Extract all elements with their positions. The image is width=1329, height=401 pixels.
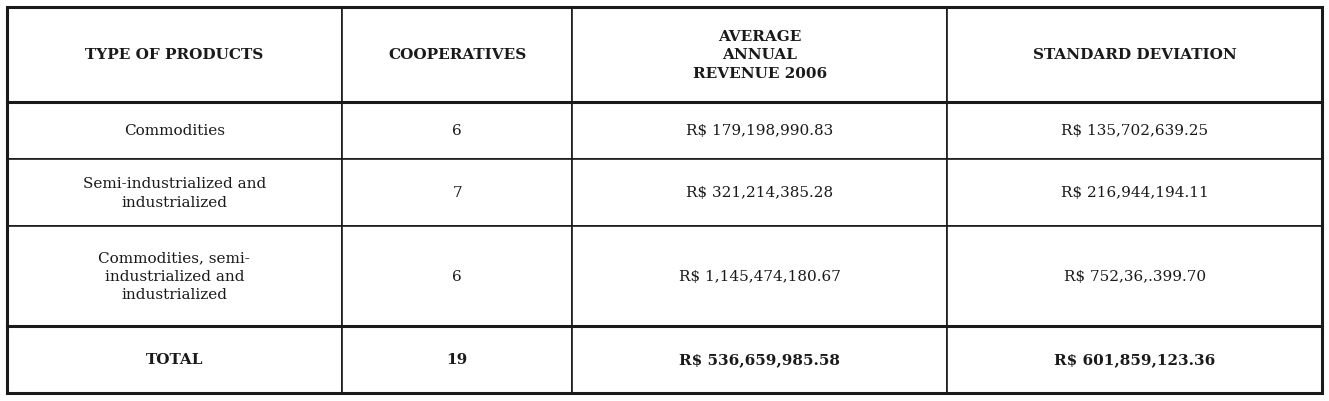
Bar: [7, 102, 342, 159]
Text: 6: 6: [452, 269, 462, 284]
Bar: [7, 326, 342, 393]
Text: 7: 7: [452, 186, 462, 200]
Text: STANDARD DEVIATION: STANDARD DEVIATION: [1033, 48, 1237, 62]
Bar: [342, 8, 573, 102]
Text: Semi-industrialized and
industrialized: Semi-industrialized and industrialized: [82, 177, 266, 209]
Text: AVERAGE
ANNUAL
REVENUE 2006: AVERAGE ANNUAL REVENUE 2006: [692, 30, 827, 81]
Bar: [7, 227, 342, 326]
Bar: [7, 8, 342, 102]
Bar: [7, 159, 342, 227]
Bar: [948, 159, 1322, 227]
Text: 6: 6: [452, 124, 462, 138]
Text: TYPE OF PRODUCTS: TYPE OF PRODUCTS: [85, 48, 263, 62]
Text: R$ 179,198,990.83: R$ 179,198,990.83: [686, 124, 833, 138]
Text: Commodities, semi-
industrialized and
industrialized: Commodities, semi- industrialized and in…: [98, 251, 250, 302]
Bar: [948, 326, 1322, 393]
Bar: [342, 326, 573, 393]
Bar: [342, 227, 573, 326]
Bar: [342, 159, 573, 227]
Text: 19: 19: [447, 352, 468, 367]
Text: COOPERATIVES: COOPERATIVES: [388, 48, 526, 62]
Bar: [948, 8, 1322, 102]
Bar: [573, 326, 948, 393]
Text: TOTAL: TOTAL: [146, 352, 203, 367]
Text: R$ 135,702,639.25: R$ 135,702,639.25: [1062, 124, 1208, 138]
Text: R$ 1,145,474,180.67: R$ 1,145,474,180.67: [679, 269, 841, 284]
Bar: [573, 102, 948, 159]
Text: R$ 752,36,.399.70: R$ 752,36,.399.70: [1063, 269, 1205, 284]
Bar: [342, 102, 573, 159]
Bar: [573, 159, 948, 227]
Bar: [948, 102, 1322, 159]
Text: R$ 601,859,123.36: R$ 601,859,123.36: [1054, 352, 1216, 367]
Bar: [573, 227, 948, 326]
Bar: [948, 227, 1322, 326]
Bar: [573, 8, 948, 102]
Text: R$ 536,659,985.58: R$ 536,659,985.58: [679, 352, 840, 367]
Text: R$ 321,214,385.28: R$ 321,214,385.28: [686, 186, 833, 200]
Text: R$ 216,944,194.11: R$ 216,944,194.11: [1061, 186, 1209, 200]
Text: Commodities: Commodities: [124, 124, 225, 138]
